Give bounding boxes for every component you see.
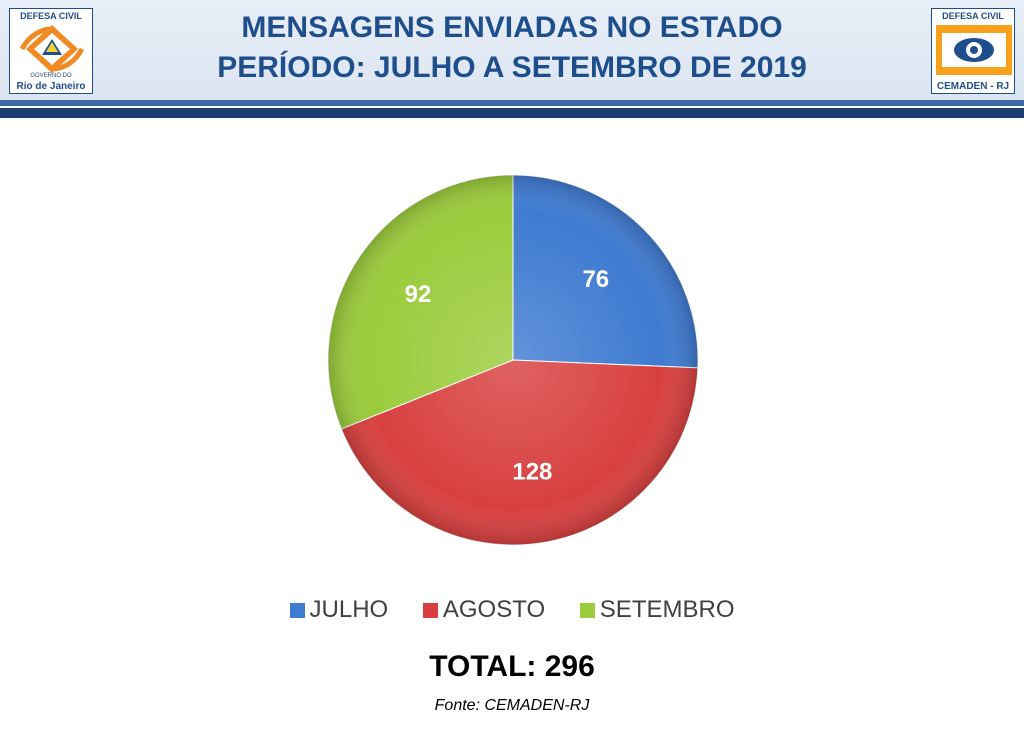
- header-divider: [0, 100, 1024, 106]
- data-label-setembro: 92: [405, 281, 432, 308]
- legend-item-setembro: SETEMBRO: [579, 596, 735, 624]
- data-label-agosto: 128: [512, 458, 552, 485]
- header-divider-dark: [0, 108, 1024, 118]
- legend-label-setembro: SETEMBRO: [599, 596, 735, 623]
- data-label-julho: 76: [582, 266, 609, 293]
- legend-item-julho: JULHO: [289, 596, 389, 624]
- legend-swatch-julho: [289, 602, 305, 618]
- source-note: Fonte: CEMADEN-RJ: [434, 697, 590, 714]
- defesa-civil-rj-logo: DEFESA CIVIL GOVERNO DO Rio de Janeiro: [9, 8, 93, 94]
- logo-left-top-text: DEFESA CIVIL: [20, 11, 82, 21]
- legend-swatch-agosto: [422, 602, 438, 618]
- logo-left-bottom-text: Rio de Janeiro: [16, 81, 86, 92]
- cemaden-rj-logo: DEFESA CIVIL CEMADEN - RJ: [931, 8, 1015, 94]
- page-title-line2: PERÍODO: JULHO A SETEMBRO DE 2019: [217, 51, 807, 84]
- total-label: TOTAL: 296: [429, 650, 595, 683]
- logo-left-gov-text: GOVERNO DO: [30, 73, 72, 79]
- cemaden-eye-icon: [936, 25, 1012, 75]
- defesa-civil-emblem-icon: [19, 25, 85, 73]
- chart-legend: JULHO AGOSTO SETEMBRO: [0, 596, 1024, 625]
- logo-right-bottom-text: CEMADEN - RJ: [936, 81, 1010, 92]
- legend-label-agosto: AGOSTO: [442, 596, 546, 623]
- page-title-line1: MENSAGENS ENVIADAS NO ESTADO: [241, 11, 783, 44]
- legend-swatch-setembro: [579, 602, 595, 618]
- legend-item-agosto: AGOSTO: [422, 596, 546, 624]
- header-bar: [0, 0, 1024, 100]
- logo-right-top-text: DEFESA CIVIL: [942, 11, 1004, 21]
- legend-label-julho: JULHO: [309, 596, 389, 623]
- pie-chart: 76 128 92: [327, 174, 699, 546]
